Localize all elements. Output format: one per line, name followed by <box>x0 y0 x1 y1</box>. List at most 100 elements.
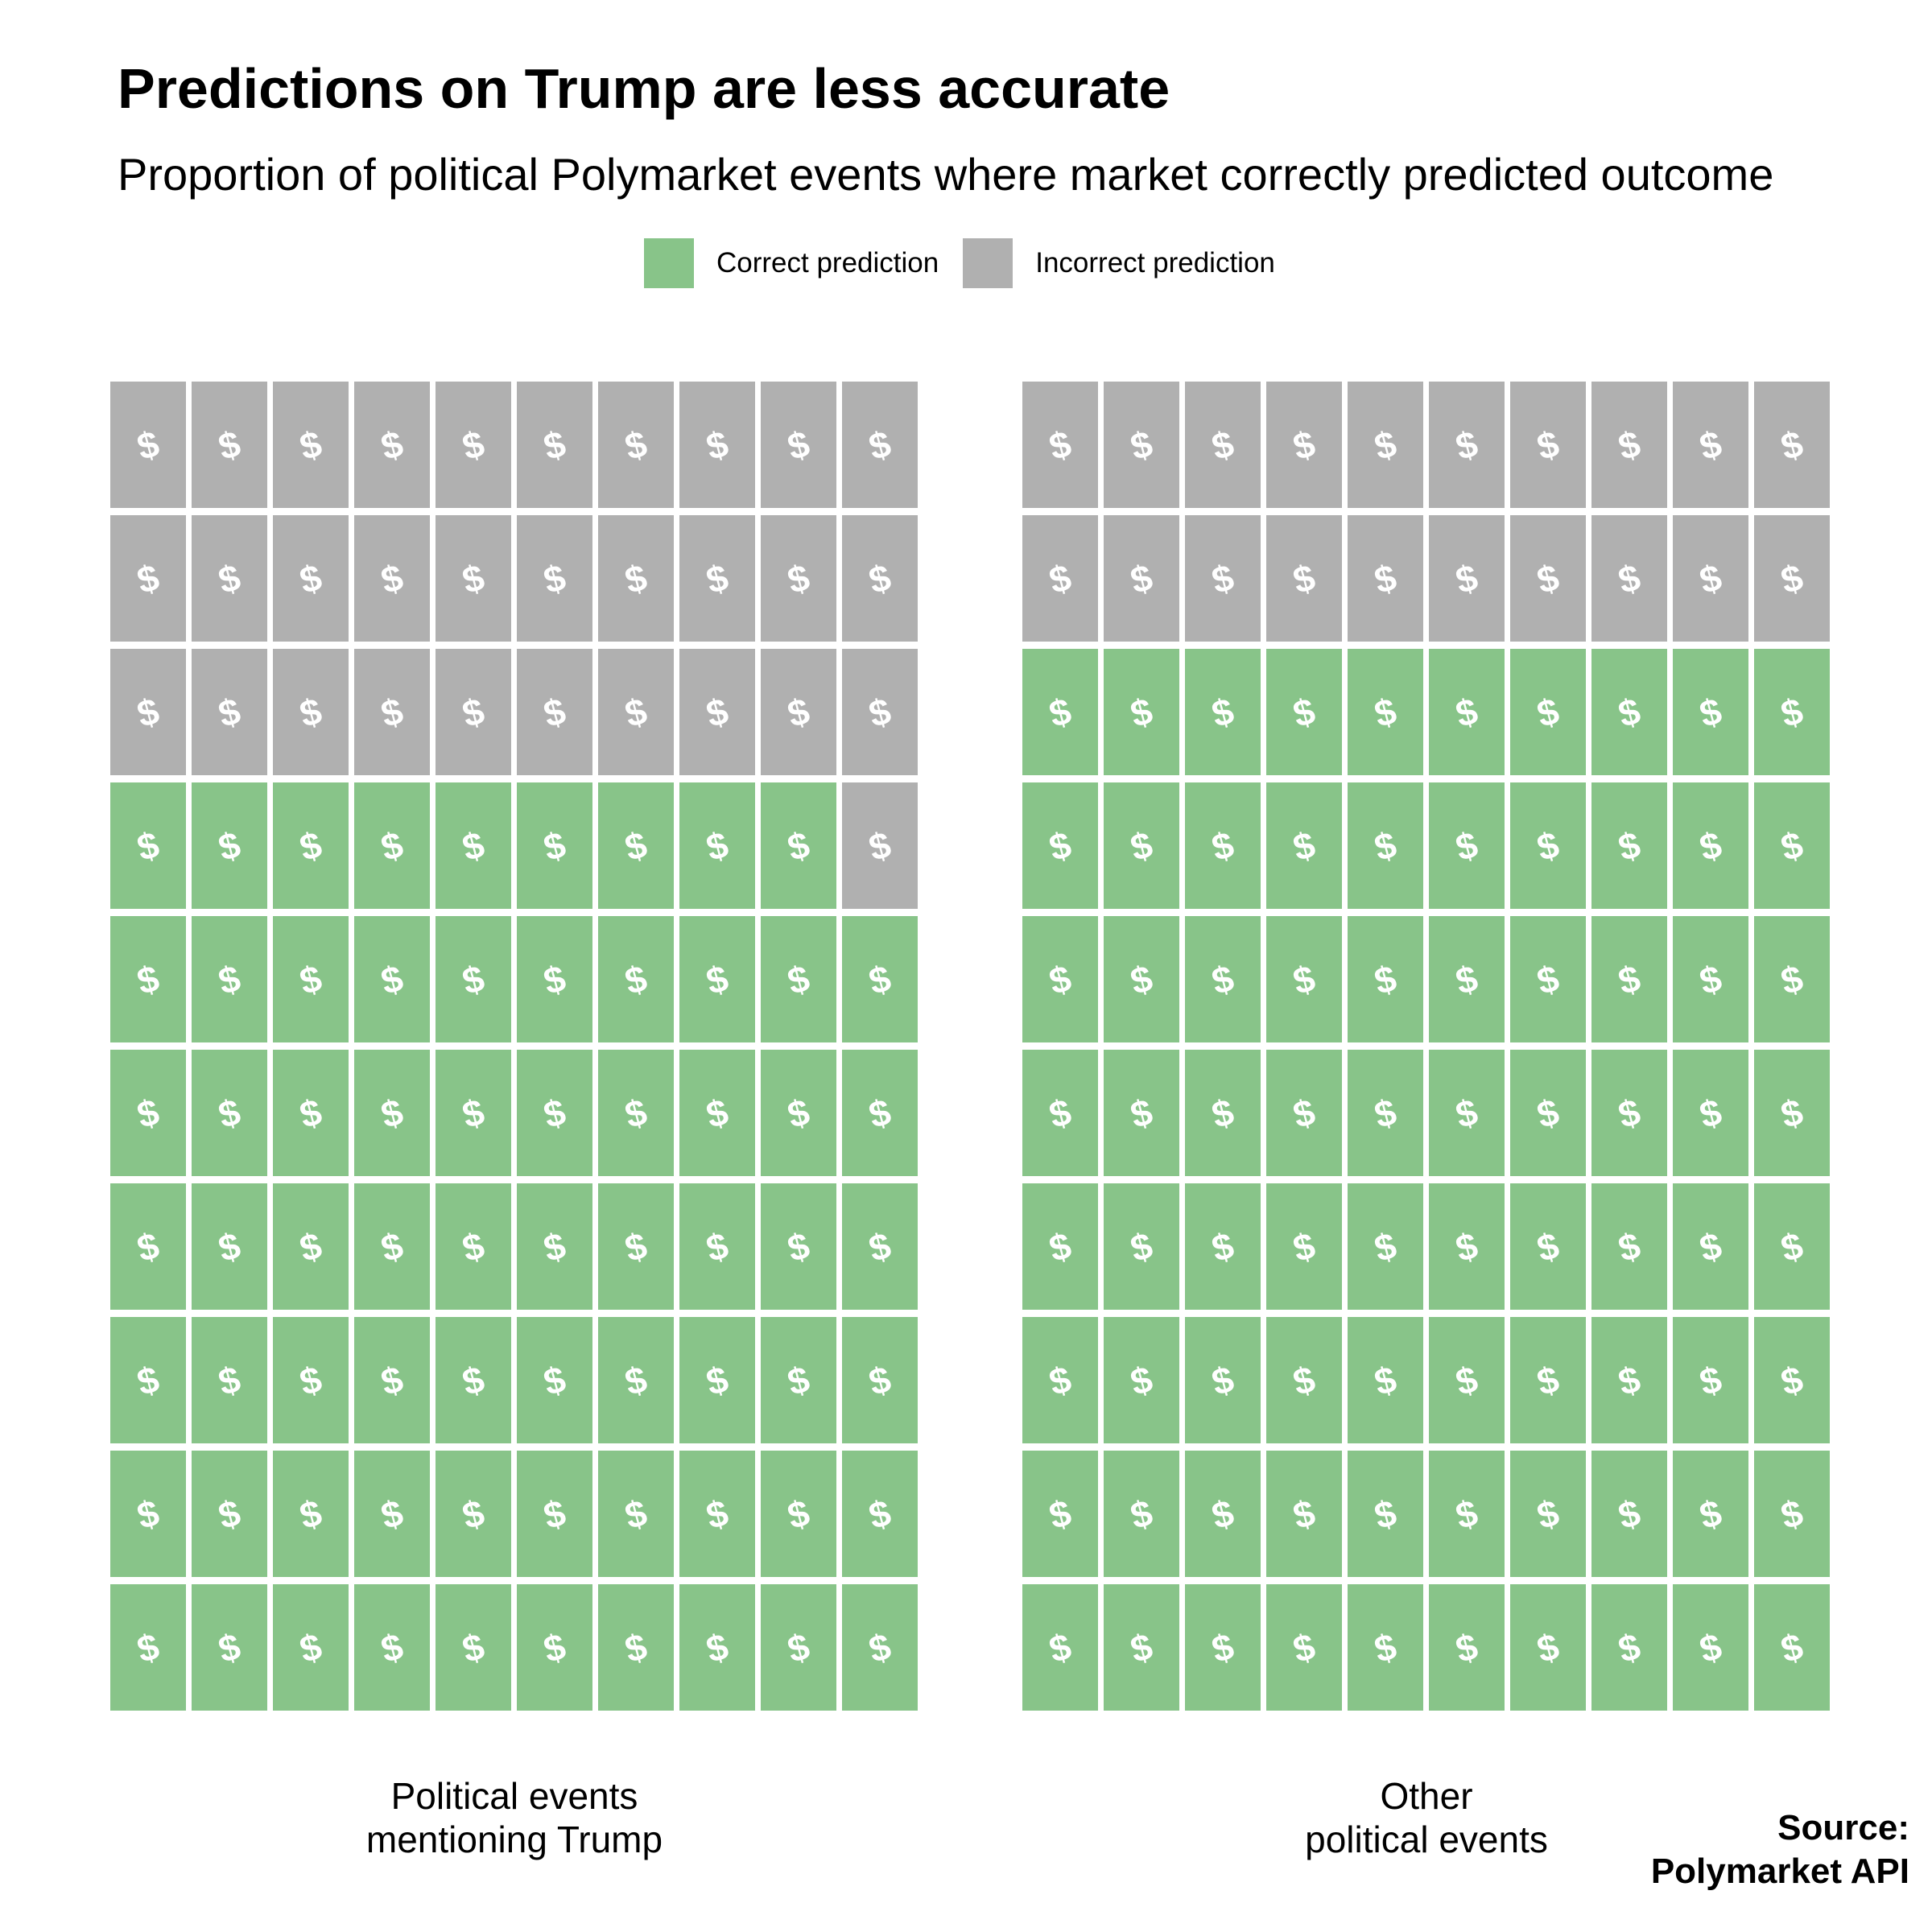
dollar-sign-icon: $ <box>1208 1360 1238 1401</box>
waffle-cell-correct: $ <box>1754 649 1830 775</box>
dollar-sign-icon: $ <box>1290 1226 1319 1267</box>
dollar-sign-icon: $ <box>1615 691 1645 733</box>
facet-label-other-line-2: political events <box>1145 1818 1708 1861</box>
dollar-sign-icon: $ <box>1777 1360 1807 1401</box>
dollar-sign-icon: $ <box>1127 558 1157 599</box>
waffle-cell-correct: $ <box>354 916 430 1042</box>
dollar-sign-icon: $ <box>1534 1226 1563 1267</box>
dollar-sign-icon: $ <box>134 424 163 465</box>
waffle-cell-incorrect: $ <box>842 382 918 508</box>
dollar-sign-icon: $ <box>134 1627 163 1668</box>
waffle-cell-correct: $ <box>1591 1584 1667 1711</box>
waffle-cell-correct: $ <box>1022 1317 1098 1443</box>
dollar-sign-icon: $ <box>1452 1092 1482 1133</box>
waffle-cell-correct: $ <box>761 1050 836 1176</box>
dollar-sign-icon: $ <box>784 558 814 599</box>
dollar-sign-icon: $ <box>1696 1360 1726 1401</box>
waffle-cell-correct: $ <box>1754 782 1830 909</box>
dollar-sign-icon: $ <box>296 424 326 465</box>
dollar-sign-icon: $ <box>621 1493 651 1534</box>
legend-item-incorrect: Incorrect prediction <box>963 238 1275 288</box>
waffle-cell-correct: $ <box>679 916 755 1042</box>
dollar-sign-icon: $ <box>134 959 163 1000</box>
dollar-sign-icon: $ <box>1452 691 1482 733</box>
waffle-cell-correct: $ <box>110 916 186 1042</box>
waffle-cell-correct: $ <box>354 1050 430 1176</box>
waffle-cell-correct: $ <box>1022 782 1098 909</box>
waffle-cell-incorrect: $ <box>192 649 267 775</box>
dollar-sign-icon: $ <box>459 825 489 866</box>
dollar-sign-icon: $ <box>703 959 733 1000</box>
waffle-cell-correct: $ <box>1266 649 1342 775</box>
waffle-cell-correct: $ <box>679 782 755 909</box>
dollar-sign-icon: $ <box>784 1360 814 1401</box>
dollar-sign-icon: $ <box>1208 558 1238 599</box>
dollar-sign-icon: $ <box>703 825 733 866</box>
waffle-cell-correct: $ <box>1185 1183 1261 1310</box>
dollar-sign-icon: $ <box>1615 1493 1645 1534</box>
dollar-sign-icon: $ <box>296 1493 326 1534</box>
dollar-sign-icon: $ <box>134 1493 163 1534</box>
dollar-sign-icon: $ <box>1534 1092 1563 1133</box>
waffle-cell-correct: $ <box>761 1451 836 1577</box>
dollar-sign-icon: $ <box>1290 1360 1319 1401</box>
facet-label-trump-line-1: Political events <box>233 1774 796 1818</box>
dollar-sign-icon: $ <box>459 1627 489 1668</box>
dollar-sign-icon: $ <box>540 1627 570 1668</box>
waffle-cell-correct: $ <box>1022 1584 1098 1711</box>
waffle-cell-correct: $ <box>1510 1183 1586 1310</box>
dollar-sign-icon: $ <box>703 1360 733 1401</box>
dollar-sign-icon: $ <box>621 959 651 1000</box>
waffle-cell-incorrect: $ <box>1591 382 1667 508</box>
waffle-cell-correct: $ <box>1185 782 1261 909</box>
waffle-cell-correct: $ <box>598 1050 674 1176</box>
dollar-sign-icon: $ <box>703 558 733 599</box>
waffle-cell-incorrect: $ <box>761 649 836 775</box>
waffle-cell-correct: $ <box>110 1050 186 1176</box>
waffle-cell-incorrect: $ <box>1673 382 1748 508</box>
dollar-sign-icon: $ <box>540 691 570 733</box>
waffle-cell-correct: $ <box>517 782 592 909</box>
dollar-sign-icon: $ <box>1371 424 1401 465</box>
chart-subtitle: Proportion of political Polymarket event… <box>118 148 1773 200</box>
dollar-sign-icon: $ <box>784 1627 814 1668</box>
dollar-sign-icon: $ <box>1615 959 1645 1000</box>
waffle-cell-correct: $ <box>1348 1584 1423 1711</box>
waffle-cell-correct: $ <box>1348 1183 1423 1310</box>
dollar-sign-icon: $ <box>1452 1226 1482 1267</box>
waffle-cell-correct: $ <box>273 916 349 1042</box>
waffle-cell-correct: $ <box>436 1317 511 1443</box>
waffle-cell-correct: $ <box>110 1317 186 1443</box>
dollar-sign-icon: $ <box>1615 1627 1645 1668</box>
waffle-cell-correct: $ <box>192 916 267 1042</box>
dollar-sign-icon: $ <box>1452 959 1482 1000</box>
waffle-cell-correct: $ <box>761 1317 836 1443</box>
waffle-cell-correct: $ <box>842 1317 918 1443</box>
waffle-cell-correct: $ <box>1185 649 1261 775</box>
waffle-cell-correct: $ <box>679 1451 755 1577</box>
dollar-sign-icon: $ <box>784 691 814 733</box>
chart-title: Predictions on Trump are less accurate <box>118 56 1170 121</box>
dollar-sign-icon: $ <box>1371 1627 1401 1668</box>
dollar-sign-icon: $ <box>1046 825 1075 866</box>
waffle-cell-incorrect: $ <box>192 515 267 642</box>
dollar-sign-icon: $ <box>1534 825 1563 866</box>
waffle-cell-correct: $ <box>1185 1584 1261 1711</box>
dollar-sign-icon: $ <box>1127 1493 1157 1534</box>
dollar-sign-icon: $ <box>215 1493 245 1534</box>
dollar-sign-icon: $ <box>1290 1493 1319 1534</box>
waffle-cell-correct: $ <box>1429 782 1505 909</box>
waffle-cell-incorrect: $ <box>354 382 430 508</box>
waffle-cell-correct: $ <box>436 782 511 909</box>
dollar-sign-icon: $ <box>1208 1627 1238 1668</box>
dollar-sign-icon: $ <box>378 825 407 866</box>
dollar-sign-icon: $ <box>1696 1226 1726 1267</box>
waffle-cell-correct: $ <box>842 1451 918 1577</box>
dollar-sign-icon: $ <box>1615 558 1645 599</box>
source-caption: Source: Polymarket API <box>1651 1806 1909 1893</box>
waffle-cell-correct: $ <box>1022 1451 1098 1577</box>
waffle-cell-incorrect: $ <box>436 649 511 775</box>
waffle-cell-correct: $ <box>1673 1183 1748 1310</box>
waffle-panel-other: $ $ $ $ $ $ $ $ $ $ $ $ $ $ $ $ $ $ $ $ $ $ $ $ $ $ $ $ $ $ $ $ $ $ $ $ $ $ $ $… <box>1022 382 1831 1708</box>
dollar-sign-icon: $ <box>1208 825 1238 866</box>
